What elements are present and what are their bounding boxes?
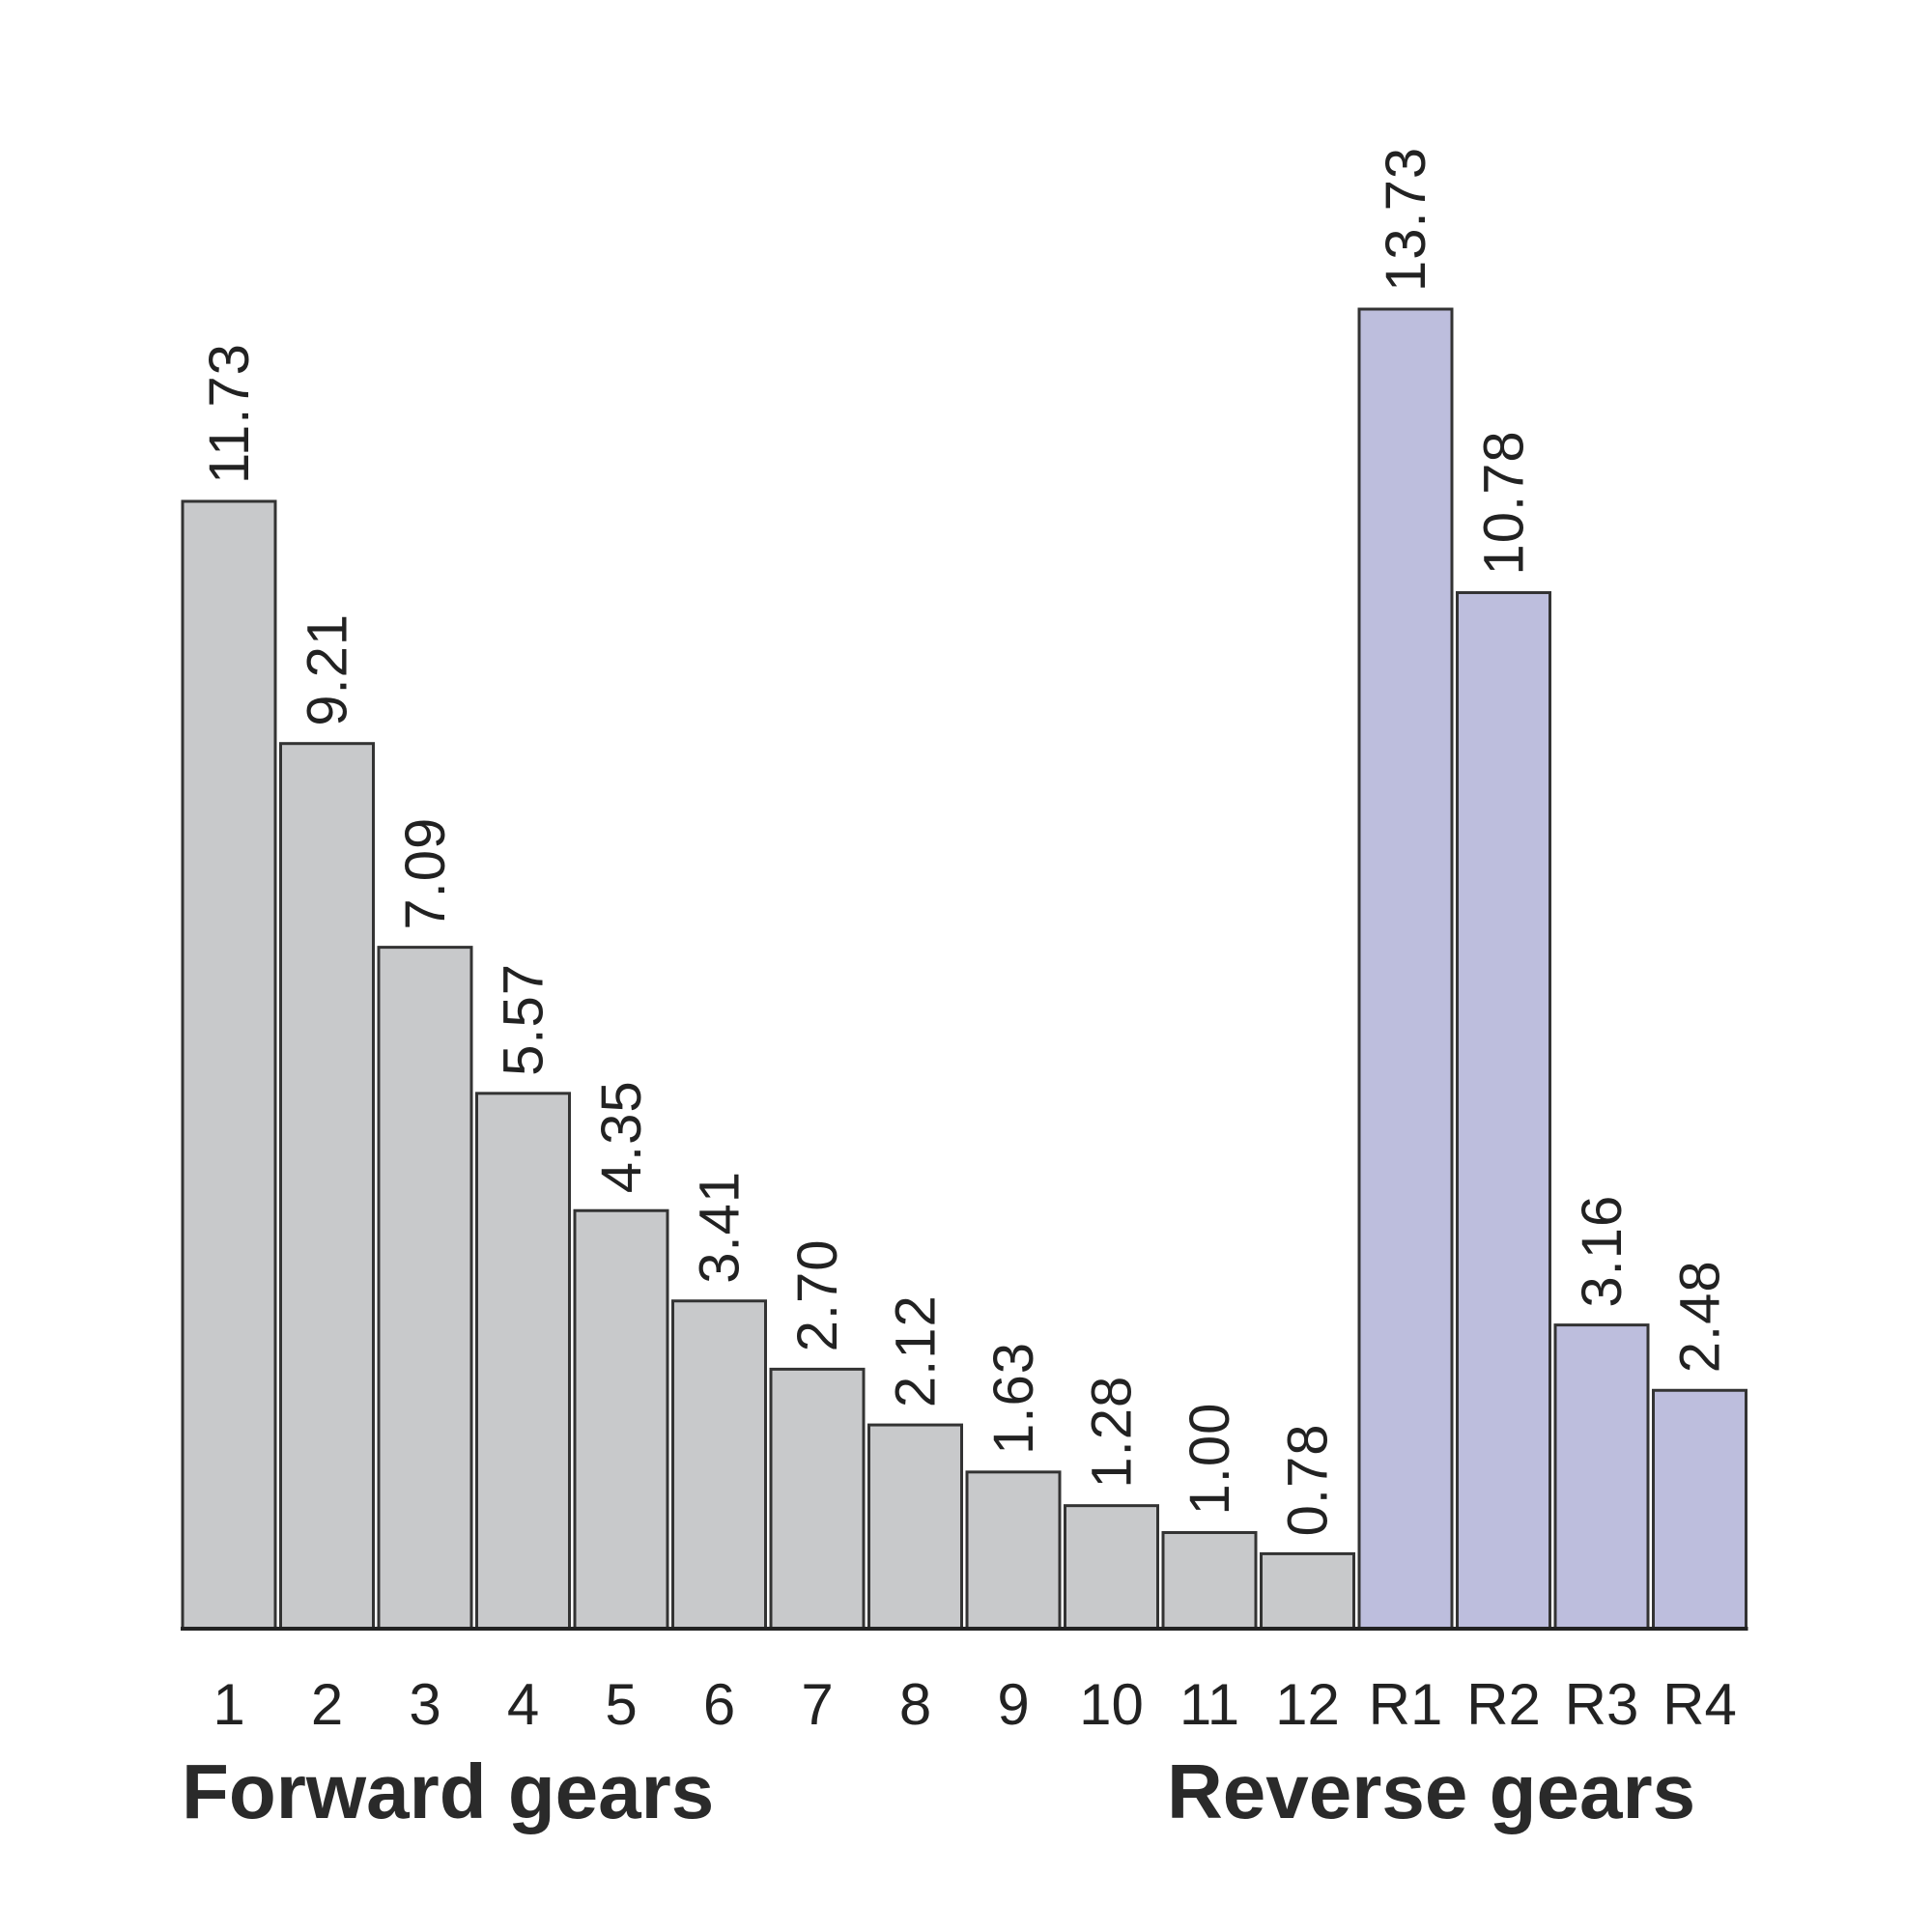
bar-7	[769, 1367, 866, 1631]
x-tick-label: R4	[1662, 1672, 1737, 1737]
bar-r1	[1357, 307, 1454, 1631]
x-tick-label: 5	[605, 1672, 637, 1737]
bar-12	[1260, 1551, 1355, 1631]
x-tick-label: 6	[703, 1672, 735, 1737]
x-tick-label: 10	[1079, 1672, 1144, 1737]
bar-value-label: 9.21	[297, 613, 359, 726]
bar-value-label: 0.78	[1277, 1424, 1340, 1537]
bar-value-label: 3.41	[689, 1171, 752, 1284]
bar-11	[1161, 1531, 1258, 1631]
bar-value-labels: 11.73 9.21 7.09 5.57 4.35 3.41 2.70 2.12 1.63 1.2…	[198, 147, 1732, 1537]
bar-6	[671, 1299, 767, 1631]
x-tick-label: R2	[1466, 1672, 1541, 1737]
bar-value-label: 1.00	[1179, 1403, 1241, 1516]
x-tick-label: 1	[213, 1672, 244, 1737]
x-tick-label: 7	[801, 1672, 833, 1737]
bar-r4	[1652, 1388, 1747, 1631]
bar-1	[181, 499, 277, 1631]
bar-3	[377, 946, 473, 1631]
bar-value-label: 7.09	[394, 817, 457, 930]
bar-9	[965, 1470, 1062, 1631]
bar-5	[573, 1208, 669, 1631]
bar-value-label: 11.73	[198, 343, 261, 484]
x-tick-label: 3	[409, 1672, 440, 1737]
bar-value-label: 5.57	[493, 963, 555, 1076]
x-tick-label: 8	[899, 1672, 931, 1737]
x-tick-label: 2	[311, 1672, 343, 1737]
bars-layer	[181, 307, 1747, 1631]
bar-value-label: 2.12	[885, 1294, 948, 1407]
bar-r3	[1553, 1323, 1650, 1631]
bar-10	[1064, 1504, 1159, 1631]
x-tick-label: 4	[507, 1672, 539, 1737]
x-tick-label: 9	[997, 1672, 1029, 1737]
forward-gears-label: Forward gears	[182, 1748, 714, 1834]
x-tick-label: R1	[1369, 1672, 1443, 1737]
bar-r2	[1456, 590, 1551, 1631]
reverse-gears-label: Reverse gears	[1167, 1748, 1695, 1834]
x-tick-label: 11	[1179, 1672, 1239, 1737]
bar-value-label: 1.28	[1081, 1376, 1144, 1489]
x-tick-label: R3	[1565, 1672, 1639, 1737]
bar-value-label: 2.48	[1669, 1260, 1732, 1373]
bar-value-label: 10.78	[1473, 430, 1536, 575]
bar-value-label: 4.35	[590, 1080, 653, 1193]
bar-8	[867, 1423, 963, 1631]
x-tick-labels: 1 2 3 4 5 6 7 8 9 10 11 12 R1 R2 R3 R4	[213, 1672, 1737, 1737]
bar-value-label: 1.63	[982, 1342, 1045, 1455]
bar-value-label: 13.73	[1375, 147, 1437, 292]
bar-4	[475, 1092, 571, 1631]
x-tick-label: 12	[1275, 1672, 1340, 1737]
bar-value-label: 2.70	[786, 1238, 849, 1351]
bar-2	[279, 742, 375, 1631]
bar-value-label: 3.16	[1571, 1195, 1634, 1308]
